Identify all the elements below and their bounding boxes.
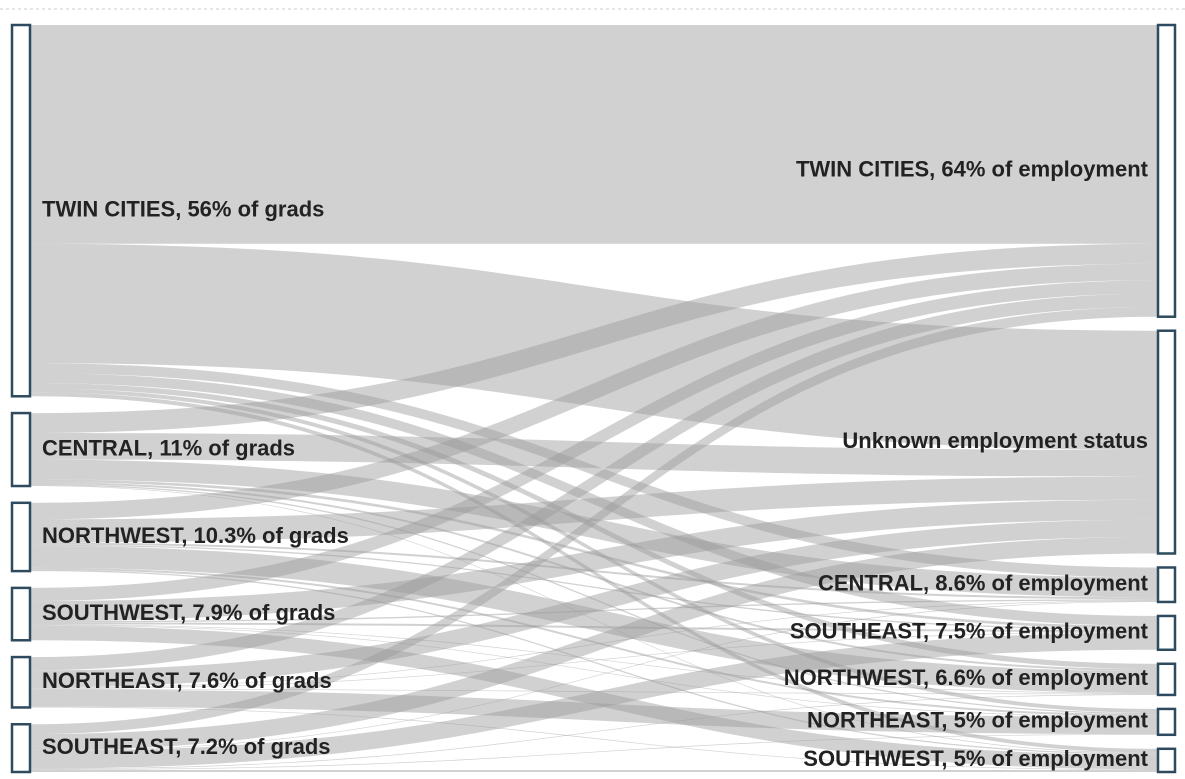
link <box>30 243 1158 451</box>
source-node <box>10 723 32 774</box>
link <box>30 388 1158 713</box>
link <box>30 459 1158 598</box>
target-node <box>1156 707 1177 737</box>
link <box>30 625 1158 770</box>
link <box>30 293 1158 671</box>
source-label: CENTRAL, 11% of grads <box>42 435 295 460</box>
link <box>30 484 1158 715</box>
link <box>30 306 1158 735</box>
link <box>30 599 1158 623</box>
target-label: Unknown employment status <box>842 428 1148 453</box>
link <box>30 476 1158 543</box>
source-node <box>10 411 32 488</box>
link <box>30 624 1158 694</box>
link <box>30 689 1158 735</box>
link <box>30 734 1158 771</box>
target-label: CENTRAL, 8.6% of employment <box>818 571 1149 596</box>
link <box>30 280 1158 602</box>
source-label: NORTHWEST, 10.3% of grads <box>42 523 349 548</box>
target-label: SOUTHWEST, 5% of employment <box>803 746 1148 771</box>
link <box>30 485 1158 754</box>
link <box>30 688 1158 695</box>
source-label: NORTHEAST, 7.6% of grads <box>42 668 332 693</box>
link <box>30 432 1158 477</box>
link <box>30 770 1158 772</box>
link <box>30 706 1158 771</box>
source-node <box>10 655 32 709</box>
link <box>30 25 1158 244</box>
link <box>30 631 1158 689</box>
target-label: SOUTHEAST, 7.5% of employment <box>790 619 1149 644</box>
target-node <box>1156 329 1177 555</box>
target-node <box>1156 662 1177 697</box>
source-node <box>10 586 32 642</box>
source-node <box>10 23 32 398</box>
link <box>30 625 1158 717</box>
target-node <box>1156 614 1177 652</box>
link <box>30 694 1158 770</box>
link <box>30 601 1158 752</box>
link <box>30 392 1158 753</box>
link <box>30 383 1158 670</box>
link <box>30 499 1158 622</box>
target-label: TWIN CITIES, 64% of employment <box>796 157 1149 182</box>
source-label: SOUTHWEST, 7.9% of grads <box>42 600 335 625</box>
link <box>30 479 1158 629</box>
nodes: TWIN CITIES, 56% of grads CENTRAL, 11% of… <box>10 23 1177 774</box>
source-label: TWIN CITIES, 56% of grads <box>42 196 324 221</box>
link <box>30 632 1158 769</box>
links <box>30 25 1158 772</box>
link <box>30 600 1158 689</box>
target-label: NORTHWEST, 6.6% of employment <box>784 665 1149 690</box>
source-label: SOUTHEAST, 7.2% of grads <box>42 734 331 759</box>
source-node <box>10 501 32 573</box>
link <box>30 545 1158 693</box>
link <box>30 536 1158 751</box>
link <box>30 542 1158 600</box>
target-node <box>1156 23 1177 318</box>
target-node <box>1156 566 1177 604</box>
target-label: NORTHEAST, 5% of employment <box>807 708 1149 733</box>
link <box>30 519 1158 688</box>
link <box>30 622 1158 632</box>
link <box>30 263 1158 520</box>
link <box>30 363 1158 578</box>
link <box>30 373 1158 626</box>
link <box>30 243 1158 433</box>
link <box>30 482 1158 672</box>
target-node <box>1156 747 1177 774</box>
link <box>30 567 1158 717</box>
link <box>30 569 1158 755</box>
link <box>30 544 1158 630</box>
